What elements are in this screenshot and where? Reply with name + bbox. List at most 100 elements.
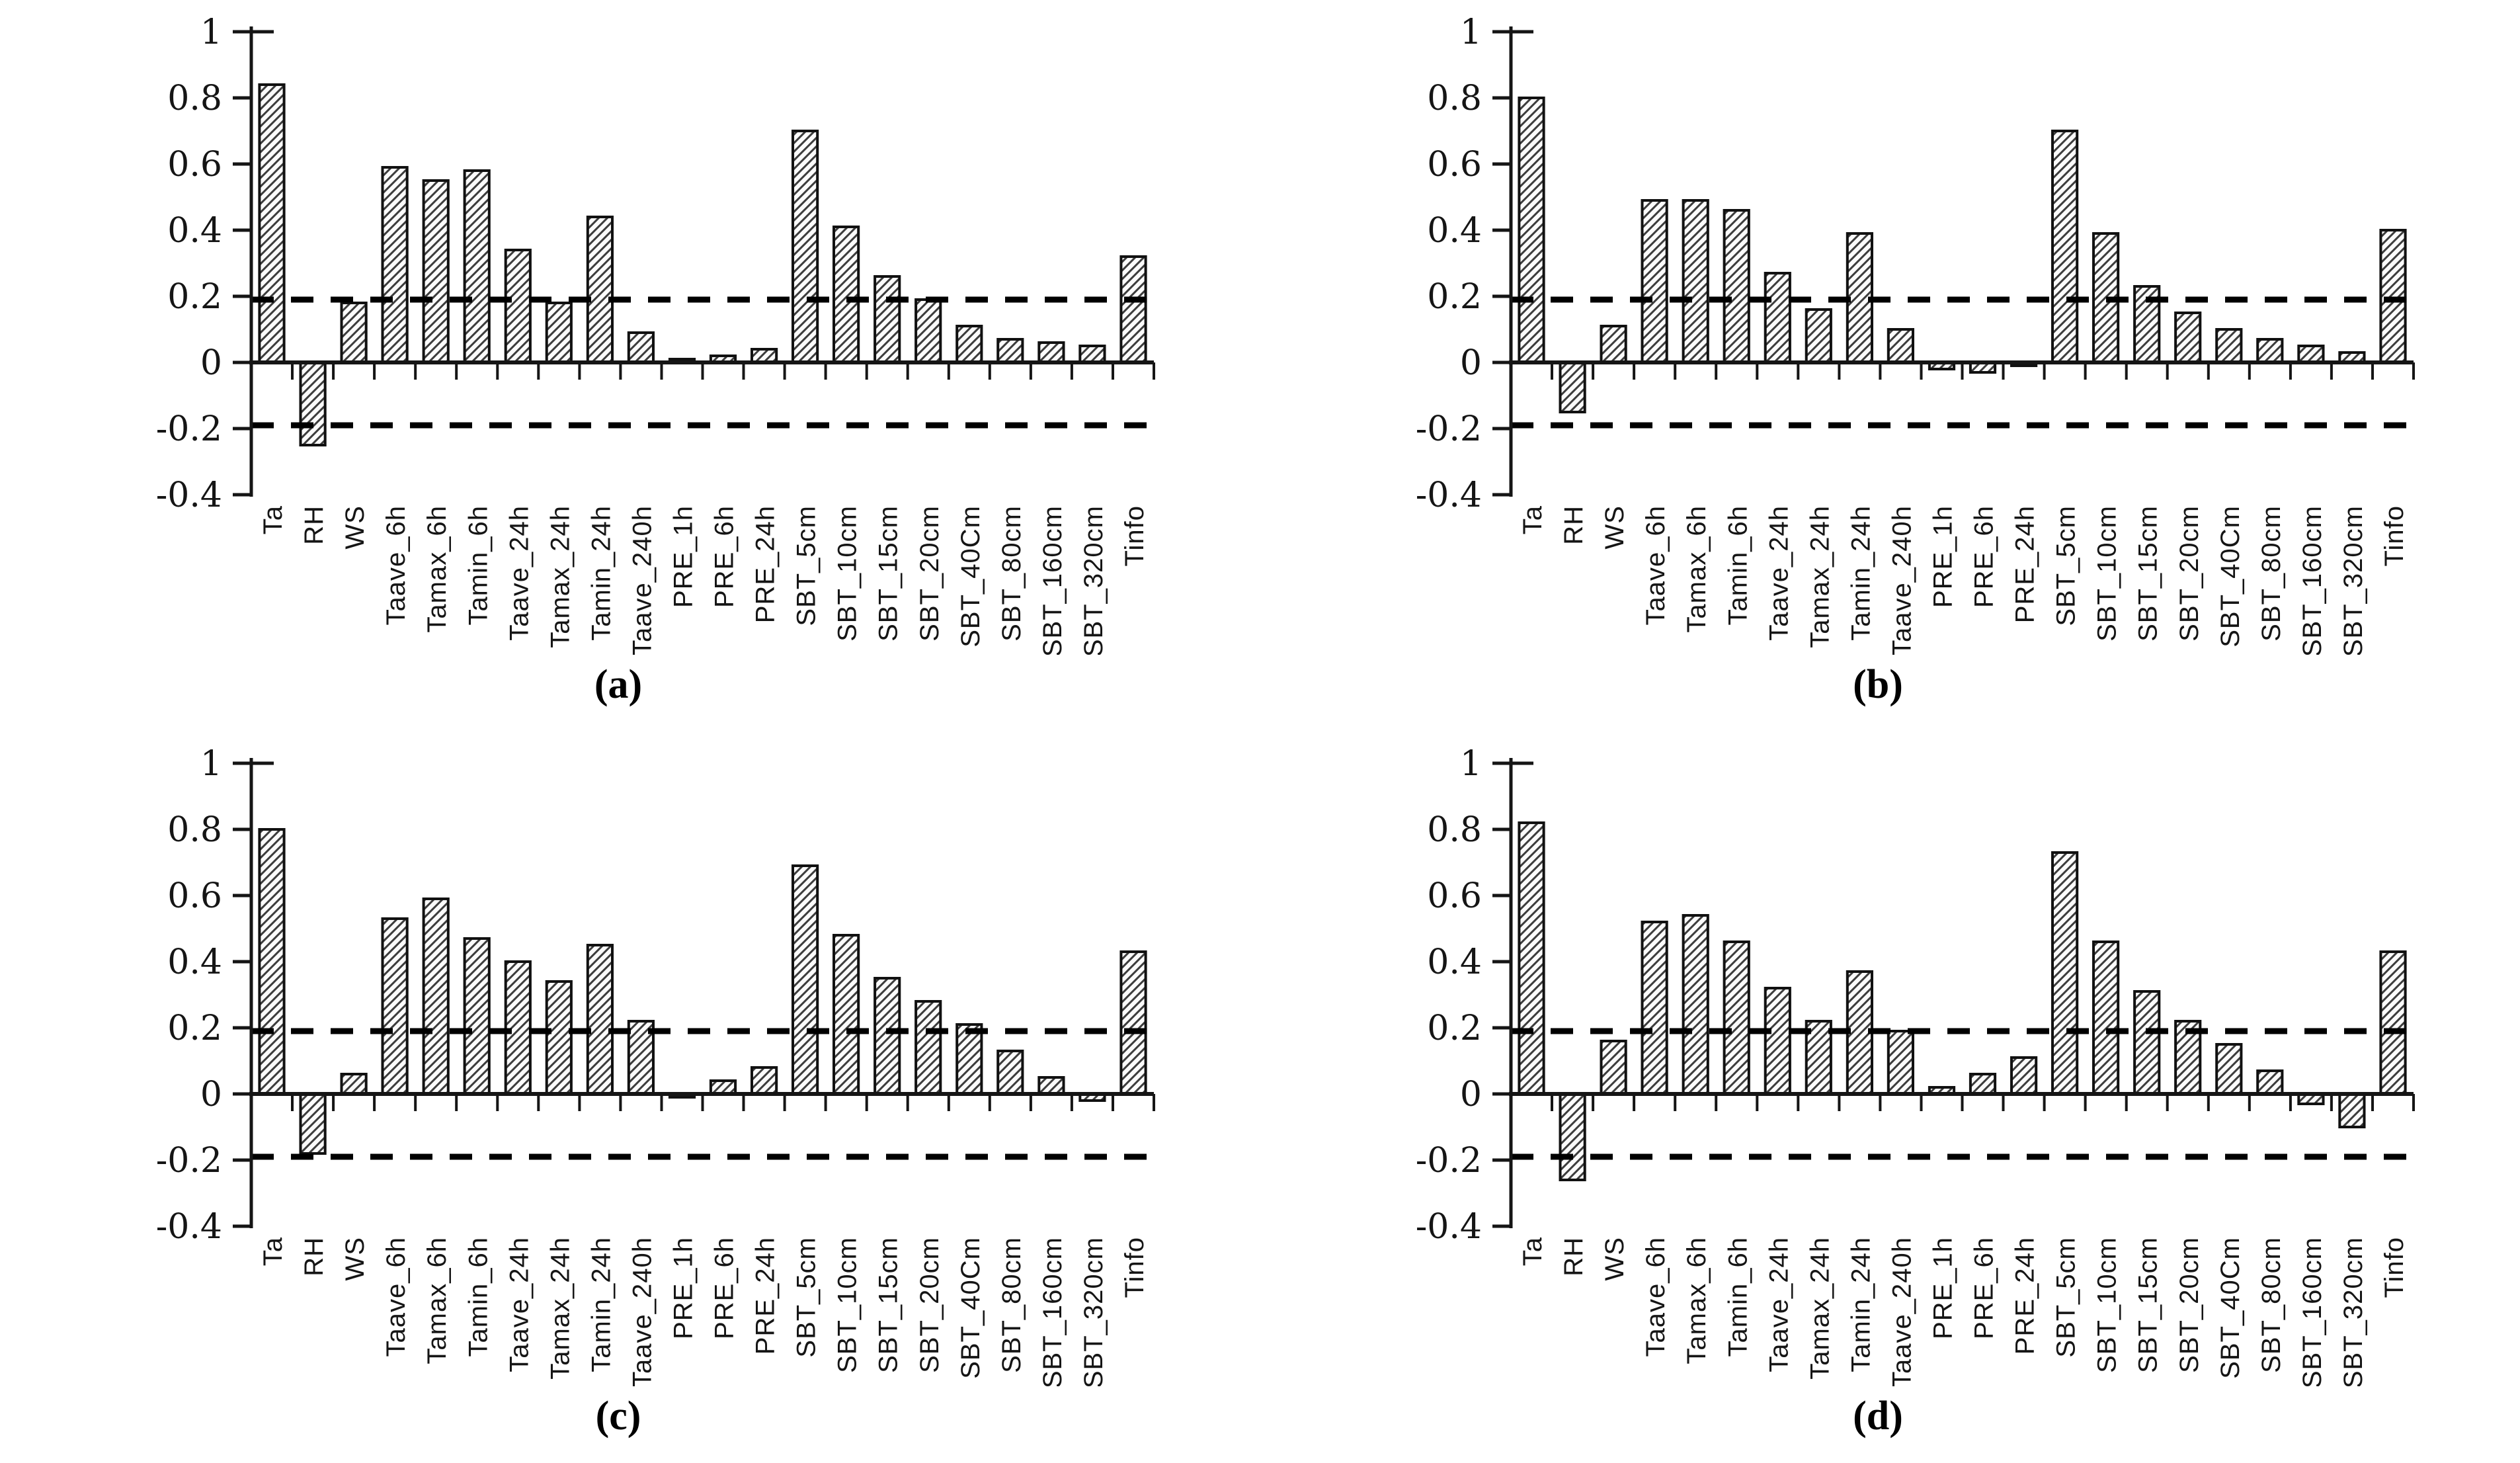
bar-SBT_5cm: [2051, 851, 2079, 1095]
y-tick-label: 0.6: [1427, 876, 1482, 916]
x-category-label: WS: [1600, 1237, 1629, 1280]
bar-SBT_160cm: [1037, 1076, 1065, 1095]
bar-Tinfo: [2379, 229, 2407, 364]
correlation-bar-chart-d: 1 0.8 0.6 0.4 0.2 0 -0.2 -0.4 Ta RH WS Taave_6h Tama…: [1416, 744, 2415, 1386]
x-category-label: Tamin_6h: [464, 1237, 493, 1357]
x-category-label: Tinfo: [2380, 505, 2409, 566]
bar-SBT_10cm: [833, 226, 860, 364]
bar-SBT_5cm: [792, 864, 819, 1095]
x-category-label: Taave_6h: [1641, 505, 1670, 625]
bar-Tinfo: [1119, 255, 1147, 364]
x-category-label: Tamax_24h: [546, 505, 575, 648]
x-category-label: SBT_160cm: [2298, 505, 2327, 655]
bar-Tinfo: [1119, 950, 1147, 1095]
x-category-label: PRE_1h: [1929, 505, 1958, 608]
y-tick-label: -0.2: [1416, 409, 1482, 449]
x-category-label: Taave_24h: [505, 505, 534, 641]
bar-Ta: [258, 828, 286, 1095]
x-category-label: PRE_6h: [710, 505, 739, 608]
x-category-label: WS: [341, 505, 370, 549]
bar-Taave_24h: [1764, 987, 1791, 1095]
y-tick-label: 0.8: [167, 79, 222, 118]
x-category-label: Tamin_24h: [1846, 1237, 1875, 1372]
x-category-label: SBT_160cm: [1038, 1237, 1067, 1386]
bar-Tamax_6h: [1682, 914, 1709, 1095]
bar-PRE_24h: [2010, 1056, 2038, 1095]
y-tick-label: 0.4: [167, 942, 222, 982]
y-tick-label: -0.4: [156, 1207, 222, 1247]
x-category-label: Tamin_6h: [464, 505, 493, 625]
bar-Tamax_24h: [545, 302, 573, 364]
y-tick-label: 0: [1460, 343, 1482, 383]
x-category-label: Taave_6h: [382, 1237, 411, 1357]
x-category-label: SBT_20cm: [2175, 505, 2204, 642]
bar-SBT_80cm: [996, 338, 1024, 364]
bar-SBT_80cm: [2256, 338, 2284, 364]
x-category-label: Tamin_24h: [587, 505, 616, 641]
x-category-label: SBT_5cm: [2052, 505, 2081, 626]
y-tick-label: 0.4: [1427, 942, 1482, 982]
bar-SBT_40Cm: [2215, 328, 2243, 364]
x-category-label: RH: [300, 505, 329, 545]
x-category-label: PRE_24h: [751, 505, 780, 623]
bar-SBT_10cm: [2092, 940, 2120, 1095]
x-category-label: Tamax_24h: [1805, 1237, 1834, 1380]
bar-Ta: [1518, 821, 1545, 1095]
x-category-label: SBT_20cm: [2175, 1237, 2204, 1373]
bar-SBT_15cm: [874, 977, 901, 1095]
x-category-label: SBT_10cm: [833, 505, 862, 642]
subplot-caption-d: (d): [1853, 1394, 1903, 1439]
y-tick-label: 0: [200, 1075, 222, 1114]
y-tick-label: 0.8: [1427, 810, 1482, 850]
y-tick-label: 0.4: [1427, 211, 1482, 251]
bar-PRE_6h: [1969, 1073, 1997, 1095]
y-tick-label: 1: [1460, 744, 1482, 784]
x-category-label: WS: [1600, 505, 1629, 549]
bar-Taave_24h: [1764, 272, 1791, 364]
x-category-label: Taave_6h: [382, 505, 411, 625]
x-category-label: Tamin_6h: [1723, 1237, 1752, 1357]
x-category-label: Tamin_24h: [587, 1237, 616, 1372]
subplot-b: 1 0.8 0.6 0.4 0.2 0 -0.2 -0.4 Ta RH WS Taave_6h Tama…: [1260, 0, 2520, 732]
subplot-c: 1 0.8 0.6 0.4 0.2 0 -0.2 -0.4 Ta RH WS Taave_6h Tama…: [0, 732, 1260, 1463]
x-category-label: Tamax_24h: [1805, 505, 1834, 648]
y-tick-label: 0.6: [167, 876, 222, 916]
bar-SBT_80cm: [2256, 1069, 2284, 1095]
x-category-label: SBT_80cm: [997, 505, 1026, 642]
bar-SBT_15cm: [874, 275, 901, 364]
y-tick-label: 0.6: [167, 145, 222, 185]
bar-Taave_6h: [1641, 921, 1668, 1095]
x-category-label: SBT_80cm: [2257, 1237, 2286, 1373]
bar-Ta: [1518, 97, 1545, 364]
bar-Taave_24h: [504, 960, 532, 1095]
x-category-label: Tamax_24h: [546, 1237, 575, 1380]
bar-WS: [1600, 1040, 1627, 1095]
x-category-label: PRE_6h: [710, 1237, 739, 1339]
bar-SBT_40Cm: [955, 325, 983, 364]
bar-SBT_320cm: [1078, 345, 1106, 364]
bar-Tamin_6h: [1723, 940, 1750, 1095]
x-category-label: Taave_24h: [1764, 1237, 1793, 1372]
x-category-label: PRE_24h: [751, 1237, 780, 1355]
x-category-label: SBT_40Cm: [956, 505, 985, 648]
y-tick-label: 0.6: [1427, 145, 1482, 185]
x-category-label: Taave_240h: [1887, 505, 1916, 655]
correlation-bar-chart-c: 1 0.8 0.6 0.4 0.2 0 -0.2 -0.4 Ta RH WS Taave_6h Tama…: [156, 744, 1155, 1386]
bar-RH: [299, 1093, 327, 1155]
bar-Tamin_6h: [463, 169, 491, 364]
y-tick-label: 1: [200, 13, 222, 52]
bar-SBT_20cm: [915, 298, 942, 364]
y-tick-label: 0.2: [167, 1009, 222, 1048]
y-tick-label: -0.2: [156, 1141, 222, 1181]
y-tick-label: 0.8: [167, 810, 222, 850]
x-category-label: PRE_24h: [2011, 1237, 2040, 1355]
bar-SBT_5cm: [2051, 130, 2079, 364]
x-category-label: SBT_5cm: [792, 1237, 821, 1358]
bar-Tamax_6h: [422, 898, 450, 1095]
x-category-label: SBT_80cm: [997, 1237, 1026, 1373]
x-category-label: PRE_6h: [1970, 505, 1999, 608]
x-category-label: SBT_80cm: [2257, 505, 2286, 642]
y-tick-label: 0.8: [1427, 79, 1482, 118]
x-category-label: PRE_1h: [669, 1237, 698, 1339]
